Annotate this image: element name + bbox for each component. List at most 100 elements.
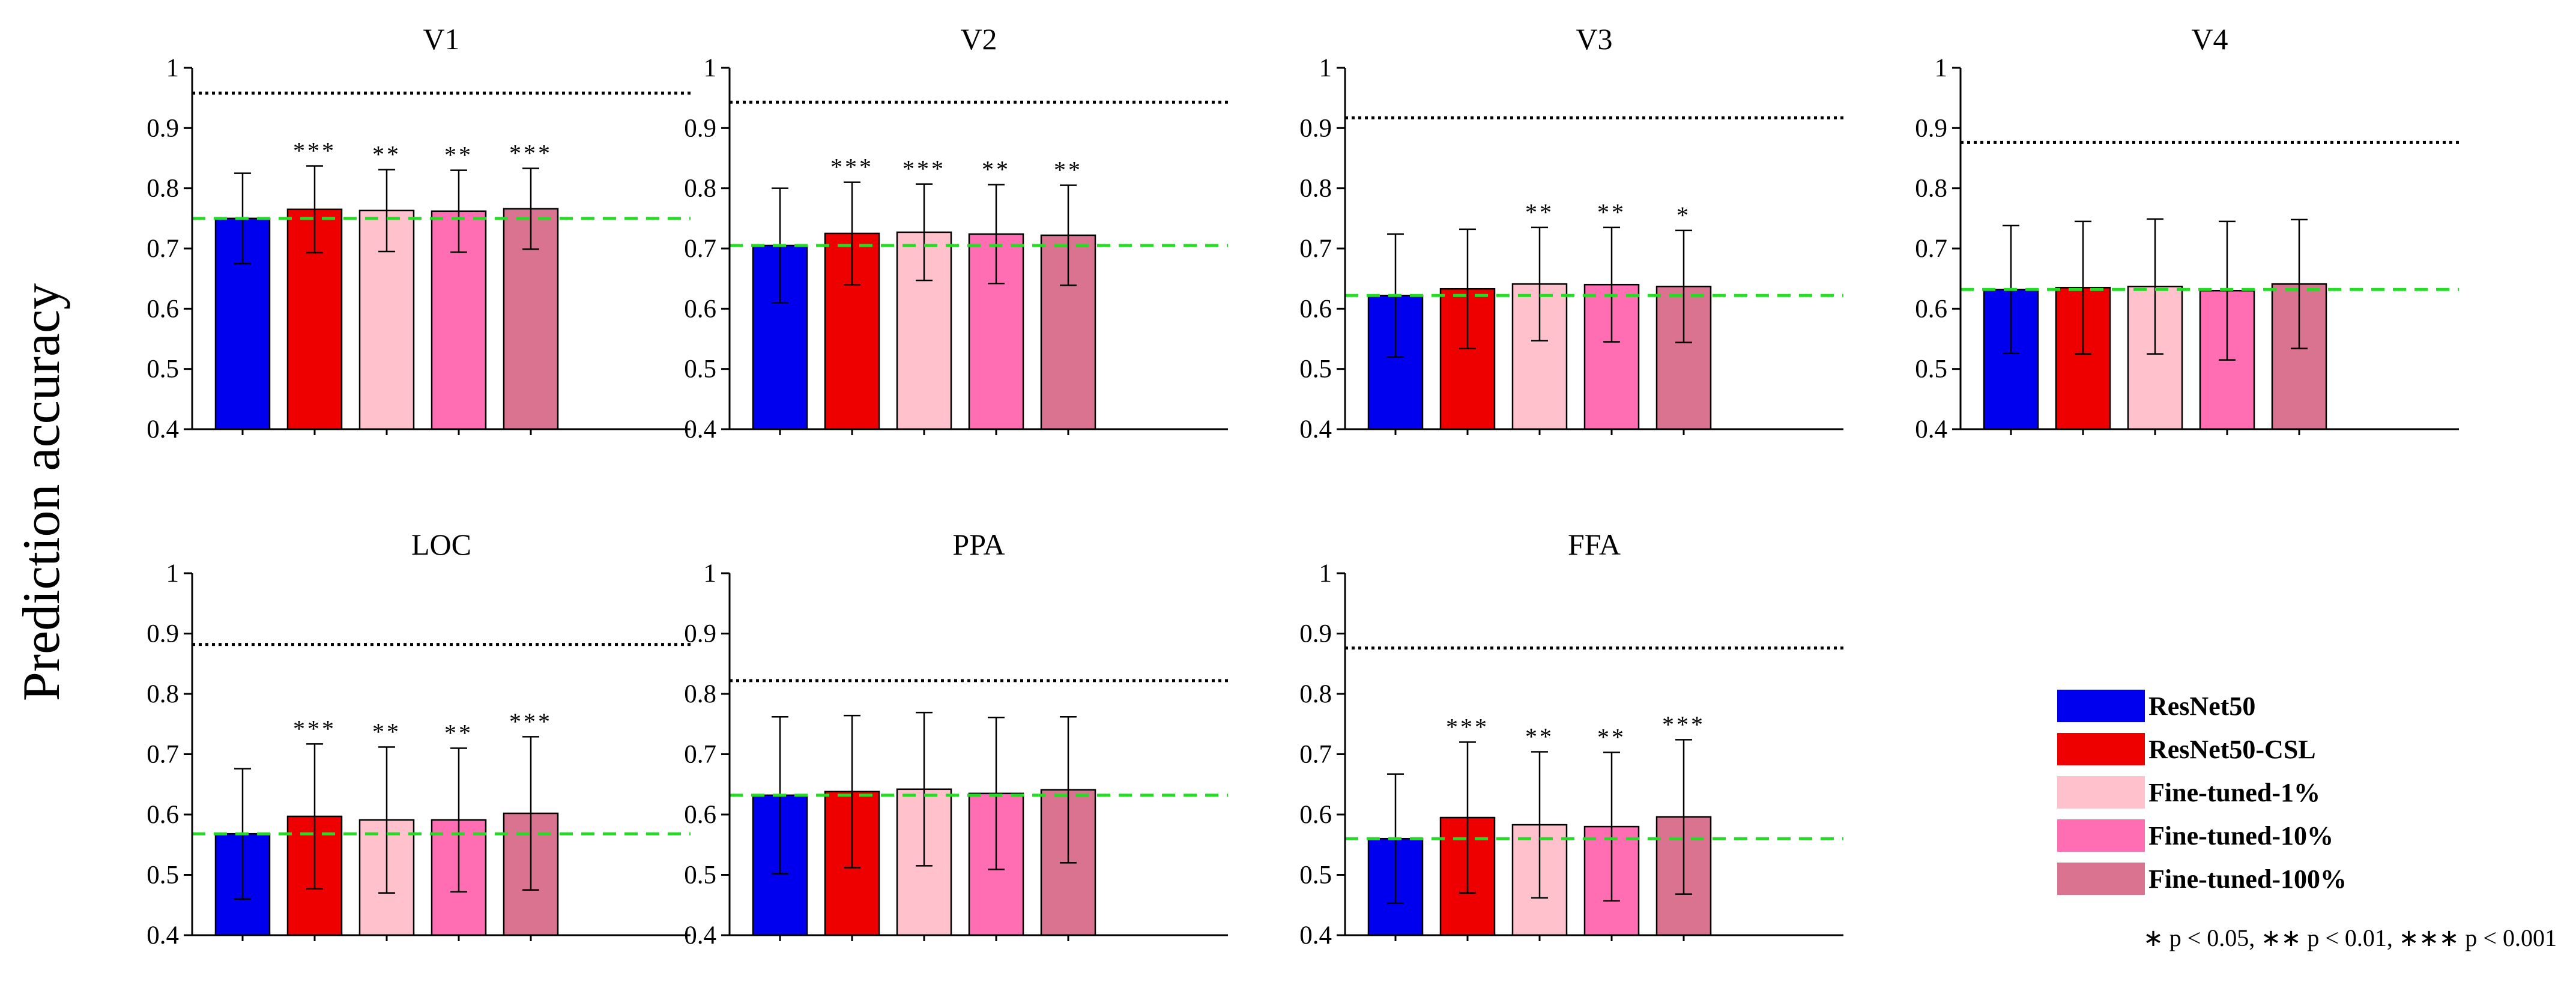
- y-tick-label: 0.6: [147, 801, 179, 829]
- y-tick-label: 0.6: [684, 801, 716, 829]
- legend-item: Fine-tuned-100%: [2057, 863, 2347, 895]
- significance-mark: ***: [509, 708, 552, 735]
- significance-mark: ***: [903, 155, 946, 182]
- legend-swatch: [2057, 863, 2145, 895]
- y-tick-label: 0.7: [684, 235, 716, 263]
- chart-v2: V2*** *** ** **0.40.50.60.70.80.91: [684, 22, 1228, 444]
- chart-title: V3: [1576, 22, 1612, 56]
- legend-item: ResNet50: [2057, 690, 2255, 722]
- y-tick-label: 0.8: [147, 175, 179, 203]
- significance-mark: **: [444, 719, 473, 746]
- y-tick-label: 0.9: [147, 620, 179, 648]
- y-tick-label: 0.7: [147, 741, 179, 769]
- y-tick-label: 1: [166, 559, 180, 588]
- y-tick-label: 0.8: [1299, 680, 1332, 708]
- y-tick-label: 1: [1935, 54, 1948, 82]
- y-tick-label: 0.7: [147, 235, 179, 263]
- y-tick-label: 0.4: [147, 921, 179, 950]
- bar: [1439, 288, 1496, 430]
- y-tick-label: 1: [704, 54, 717, 82]
- y-tick-label: 0.9: [1299, 114, 1332, 142]
- y-tick-label: 0.8: [1299, 175, 1332, 203]
- legend-label: Fine-tuned-1%: [2148, 778, 2320, 807]
- y-tick-label: 0.5: [147, 355, 179, 384]
- y-tick-label: 0.8: [147, 680, 179, 708]
- legend-item: Fine-tuned-1%: [2057, 776, 2320, 809]
- significance-mark: **: [372, 141, 401, 168]
- legend-swatch: [2057, 690, 2145, 722]
- y-tick-label: 0.5: [684, 861, 716, 890]
- significance-mark: **: [372, 718, 401, 745]
- legend: ResNet50 ResNet50-CSL Fine-tuned-1% Fine-tu…: [2057, 690, 2347, 895]
- legend-label: ResNet50: [2148, 691, 2255, 721]
- y-tick-label: 0.5: [1299, 355, 1332, 384]
- significance-mark: ***: [1662, 711, 1705, 738]
- y-tick-label: 0.4: [147, 415, 179, 444]
- chart-v1: V1*** ** ** ***0.40.50.60.70.80.91: [147, 22, 691, 444]
- legend-swatch: [2057, 733, 2145, 765]
- y-tick-label: 0.7: [1299, 741, 1332, 769]
- significance-mark: **: [1597, 723, 1626, 750]
- y-tick-label: 0.6: [684, 295, 716, 323]
- y-tick-label: 0.7: [1915, 235, 1947, 263]
- y-tick-label: 0.6: [1299, 295, 1332, 323]
- y-tick-label: 0.5: [684, 355, 716, 384]
- significance-note: ∗ p < 0.05, ∗∗ p < 0.01, ∗∗∗ p < 0.001: [2143, 924, 2557, 951]
- significance-mark: **: [1054, 157, 1083, 184]
- significance-mark: **: [1525, 199, 1554, 226]
- y-tick-label: 0.8: [684, 175, 716, 203]
- y-tick-label: 0.5: [1299, 861, 1332, 890]
- y-tick-label: 1: [166, 54, 180, 82]
- y-tick-label: 0.7: [684, 741, 716, 769]
- y-axis-label: Prediction accuracy: [13, 283, 71, 701]
- chart-ffa: FFA*** ** ** ***0.40.50.60.70.80.91: [1299, 528, 1843, 950]
- y-tick-label: 0.4: [1299, 415, 1332, 444]
- y-tick-label: 1: [1319, 54, 1332, 82]
- legend-item: ResNet50-CSL: [2057, 733, 2316, 765]
- significance-mark: ***: [293, 715, 336, 742]
- y-tick-label: 0.5: [147, 861, 179, 890]
- significance-mark: ***: [509, 140, 552, 167]
- y-tick-label: 0.9: [1299, 620, 1332, 648]
- y-tick-label: 0.4: [1299, 921, 1332, 950]
- y-tick-label: 0.8: [684, 680, 716, 708]
- chart-v3: V3** ** *0.40.50.60.70.80.91: [1299, 22, 1843, 444]
- y-tick-label: 0.4: [684, 415, 716, 444]
- significance-mark: **: [444, 142, 473, 169]
- legend-item: Fine-tuned-10%: [2057, 819, 2333, 852]
- chart-title: FFA: [1568, 528, 1621, 561]
- y-tick-label: 0.6: [1915, 295, 1947, 323]
- y-tick-label: 0.4: [684, 921, 716, 950]
- significance-mark: ***: [830, 154, 874, 181]
- chart-title: V2: [960, 22, 997, 56]
- significance-mark: ***: [1446, 713, 1489, 740]
- significance-mark: ***: [293, 137, 336, 164]
- y-tick-label: 0.9: [684, 114, 716, 142]
- significance-mark: *: [1677, 202, 1691, 229]
- y-tick-label: 0.6: [1299, 801, 1332, 829]
- legend-label: ResNet50-CSL: [2148, 735, 2316, 764]
- y-tick-label: 0.9: [1915, 114, 1947, 142]
- legend-swatch: [2057, 819, 2145, 852]
- y-tick-label: 0.7: [1299, 235, 1332, 263]
- y-tick-label: 0.5: [1915, 355, 1947, 384]
- y-tick-label: 0.9: [147, 114, 179, 142]
- chart-title: LOC: [411, 528, 471, 561]
- chart-loc: LOC*** ** ** ***0.40.50.60.70.80.91: [147, 528, 691, 950]
- chart-title: PPA: [952, 528, 1005, 561]
- y-tick-label: 0.4: [1915, 415, 1947, 444]
- y-tick-label: 1: [704, 559, 717, 588]
- chart-ppa: PPA 0.4 0.5 0.6 0.7 0.8 0.9 1: [684, 528, 1228, 950]
- significance-mark: **: [1597, 199, 1626, 226]
- significance-mark: **: [1525, 723, 1554, 750]
- significance-mark: **: [982, 156, 1011, 183]
- y-tick-label: 1: [1319, 559, 1332, 588]
- y-tick-label: 0.6: [147, 295, 179, 323]
- chart-title: V1: [423, 22, 459, 56]
- chart-title: V4: [2191, 22, 2228, 56]
- legend-label: Fine-tuned-100%: [2148, 864, 2347, 894]
- y-tick-label: 0.9: [684, 620, 716, 648]
- legend-swatch: [2057, 776, 2145, 809]
